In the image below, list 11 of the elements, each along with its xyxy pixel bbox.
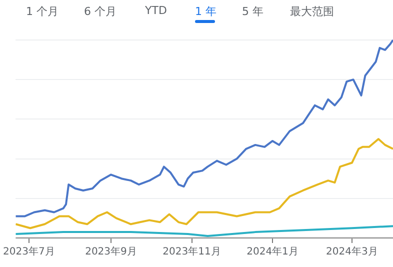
- text: 6 个月: [84, 4, 116, 19]
- text: 5 年: [242, 4, 264, 19]
- x-tick-label: 2023年7月: [3, 246, 55, 258]
- text: 1 个月: [26, 4, 58, 19]
- text: YTD: [145, 4, 167, 17]
- x-tick-label: 2023年9月: [85, 246, 137, 258]
- x-tick-label: 2024年1月: [246, 246, 298, 258]
- x-tick-label: 2024年3月: [326, 246, 378, 258]
- text: 最大范围: [290, 4, 334, 19]
- text: 1 年: [195, 4, 216, 19]
- x-tick-label: 2023年11月: [162, 246, 221, 258]
